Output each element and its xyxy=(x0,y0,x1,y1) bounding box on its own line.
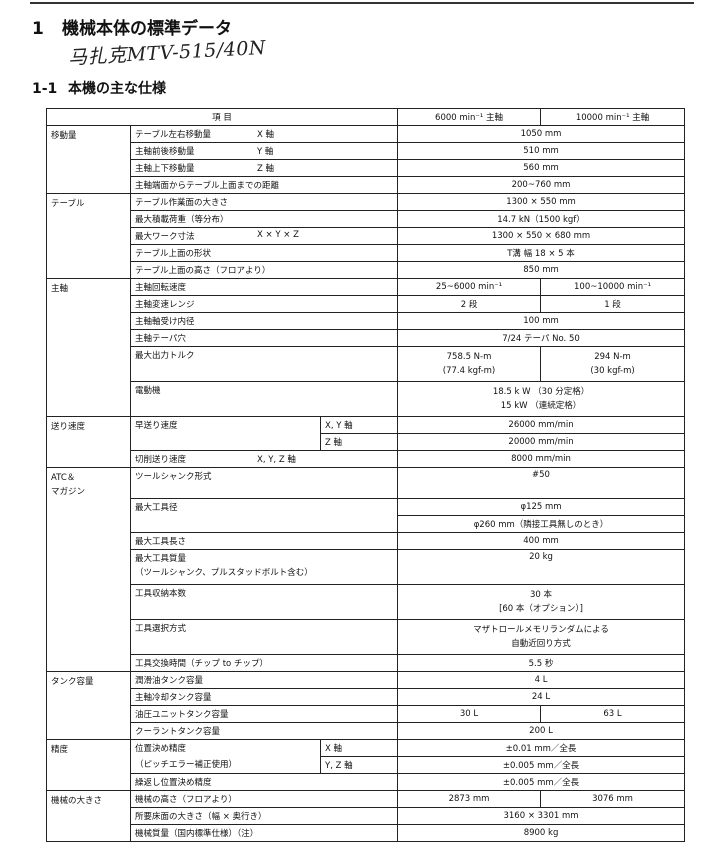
table-row: テーブル上面の形状 T溝 幅 18 × 5 本 xyxy=(47,244,686,262)
category-travel: 移動量 xyxy=(46,125,131,194)
table-row: 切削送り速度 X, Y, Z 軸 8000 mm/min xyxy=(47,450,686,468)
top-rule xyxy=(30,2,694,4)
table-row: ATC＆ マガジン ツールシャンク形式 #50 xyxy=(46,467,686,672)
table-row: 工具交換時間（チップ to チップ） 5.5 秒 xyxy=(47,654,686,672)
table-row: 最大出力トルク 758.5 N-m (77.4 kgf-m) 294 N-m (30… xyxy=(47,346,686,382)
table-row: 工具収納本数 30 本 [60 本（オプション）] xyxy=(47,584,686,620)
table-row: 主軸テーパ穴 7/24 テーパ No. 50 xyxy=(47,329,686,347)
table-row: 工具選択方式 マザトロールメモリランダムによる 自動近回り方式 xyxy=(47,619,686,655)
category-size: 機械の大きさ xyxy=(46,790,131,842)
table-row: 主軸 主軸回転速度 25~6000 min⁻¹ 100~10000 min⁻¹ xyxy=(46,278,686,417)
category-tank: タンク容量 xyxy=(46,671,131,740)
table-row: テーブル テーブル作業面の大きさ 1300 × 550 mm xyxy=(46,193,686,279)
table-row: 主軸冷却タンク容量 24 L xyxy=(47,688,686,706)
table-row: 最大工具長さ 400 mm xyxy=(47,532,686,550)
table-row: 機械質量（国内標準仕様）（注） 8900 kg xyxy=(47,824,686,842)
header-item: 項 目 xyxy=(45,108,399,126)
section-heading: 1 機械本体の標準データ xyxy=(32,19,232,39)
spec-table: 項 目 6000 min⁻¹ 主軸 10000 min⁻¹ 主軸 移動量 テーブ… xyxy=(45,108,686,842)
category-accuracy: 精度 xyxy=(46,739,131,791)
table-row: テーブル上面の高さ（フロアより） 850 mm xyxy=(47,261,686,279)
table-row: 送り速度 早送り速度 X, Y 軸 26000 mm/min xyxy=(46,416,686,468)
table-row: 精度 位置決め精度 （ピッチエラー補正使用） X 軸 ±0.01 mm／全長 xyxy=(46,739,686,791)
table-row: 移動量 テーブル左右移動量 X 軸 1050 mm xyxy=(46,125,686,194)
table-row: 最大工具径 φ125 mm xyxy=(47,498,686,533)
table-row: 機械の大きさ 機械の高さ（フロアより） 2873 mm 3076 mm xyxy=(46,790,686,842)
table-row: タンク容量 潤滑油タンク容量 4 L xyxy=(46,671,686,740)
table-row: 最大ワーク寸法 X × Y × Z 1300 × 550 × 680 mm xyxy=(47,227,686,245)
header-10000: 10000 min⁻¹ 主軸 xyxy=(540,108,686,126)
table-row: 主軸変速レンジ 2 段 1 段 xyxy=(47,295,686,313)
table-header: 項 目 6000 min⁻¹ 主軸 10000 min⁻¹ 主軸 xyxy=(45,108,686,126)
category-feed: 送り速度 xyxy=(46,416,131,468)
table-row: 油圧ユニットタンク容量 30 L 63 L xyxy=(47,705,686,723)
table-row: クーラントタンク容量 200 L xyxy=(47,722,686,740)
category-atc: ATC＆ マガジン xyxy=(46,467,131,672)
table-row: 所要床面の大きさ（幅 × 奥行き） 3160 × 3301 mm xyxy=(47,807,686,825)
subsection-heading: 1-1 本機の主な仕様 xyxy=(32,81,166,97)
header-6000: 6000 min⁻¹ 主軸 xyxy=(397,108,542,126)
table-row: 主軸上下移動量 Z 軸 560 mm xyxy=(47,159,686,177)
table-row: 主軸前後移動量 Y 軸 510 mm xyxy=(47,142,686,160)
table-row: 電動機 18.5 k W （30 分定格） 15 kW （連続定格） xyxy=(47,381,686,417)
category-spindle: 主軸 xyxy=(46,278,131,417)
category-table: テーブル xyxy=(46,193,131,279)
table-row: 最大積載荷重（等分布） 14.7 kN（1500 kgf） xyxy=(47,210,686,228)
table-row: 主軸軸受け内径 100 mm xyxy=(47,312,686,330)
table-row: 最大工具質量 （ツールシャンク、プルスタッドボルト含む） 20 kg xyxy=(47,549,686,585)
table-row: 主軸端面からテーブル上面までの距離 200~760 mm xyxy=(47,176,686,194)
table-row: 繰返し位置決め精度 ±0.005 mm／全長 xyxy=(47,773,686,791)
